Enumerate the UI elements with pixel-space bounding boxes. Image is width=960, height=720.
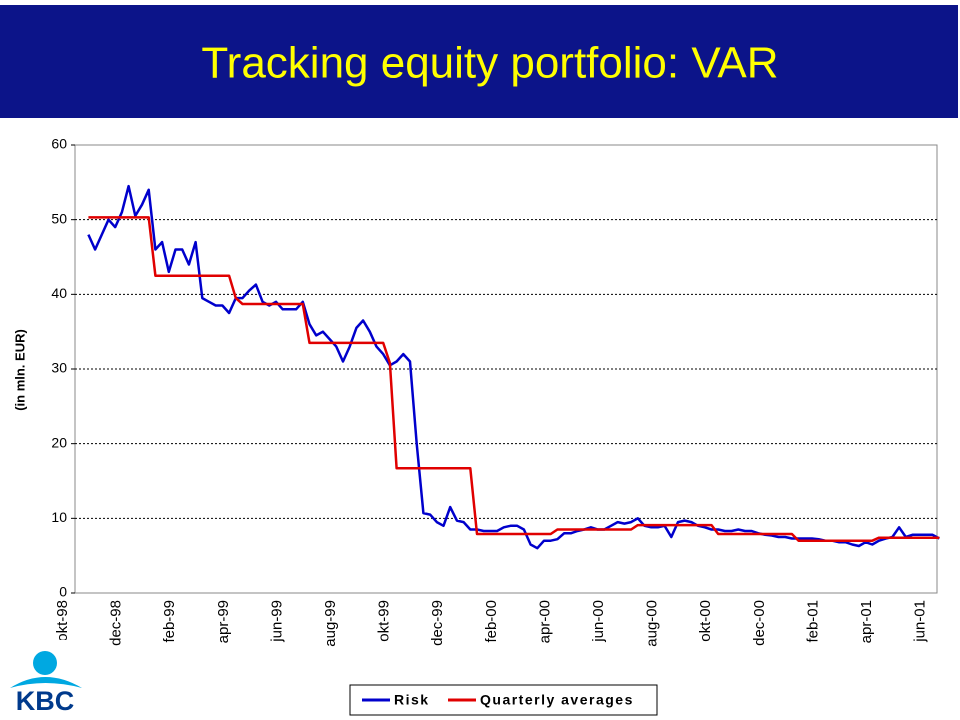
legend-label: Quarterly averages <box>480 692 634 708</box>
y-axis-label: (in mln. EUR) <box>12 329 27 411</box>
x-tick-label: apr-00 <box>536 600 553 643</box>
x-tick-label: feb-99 <box>161 600 178 643</box>
legend-box <box>349 684 658 716</box>
series-line <box>88 216 940 542</box>
legend-label: Risk <box>394 692 430 708</box>
x-tick-label: okt-00 <box>697 600 714 642</box>
x-tick-label: okt-98 <box>54 600 71 642</box>
header-band <box>0 5 958 118</box>
logo-text: KBC <box>16 686 75 716</box>
y-tick-label: 0 <box>59 584 67 600</box>
y-tick-label: 20 <box>51 434 67 450</box>
logo-circle <box>33 651 57 675</box>
logo: KBC <box>0 640 90 720</box>
x-tick-label: aug-99 <box>322 600 339 647</box>
chart-title: Tracking equity portfolio: VAR <box>201 39 778 88</box>
logo-swoosh <box>10 677 82 688</box>
x-tick-label: jun-00 <box>590 600 607 643</box>
plot-area <box>74 144 938 594</box>
x-tick-label: aug-00 <box>644 600 661 647</box>
x-tick-label: feb-01 <box>804 600 821 643</box>
y-tick-label: 60 <box>51 136 67 152</box>
marks: 0 10 20 30 40 50 60 okt-98 dec-98 feb-99 apr-99 jun… <box>51 136 940 647</box>
x-tick-label: dec-00 <box>751 600 768 646</box>
x-tick-label: jun-99 <box>268 600 285 643</box>
x-tick-label: jun-01 <box>912 600 929 643</box>
x-tick-label: dec-99 <box>429 600 446 646</box>
y-tick-label: 50 <box>51 210 67 226</box>
y-tick-label: 30 <box>51 360 67 376</box>
y-tick-label: 40 <box>51 285 67 301</box>
x-tick-label: apr-01 <box>858 600 875 643</box>
y-tick-label: 10 <box>51 509 67 525</box>
x-tick-label: dec-98 <box>108 600 125 646</box>
x-tick-label: okt-99 <box>376 600 393 642</box>
x-tick-label: feb-00 <box>483 600 500 643</box>
x-tick-label: apr-99 <box>215 600 232 643</box>
